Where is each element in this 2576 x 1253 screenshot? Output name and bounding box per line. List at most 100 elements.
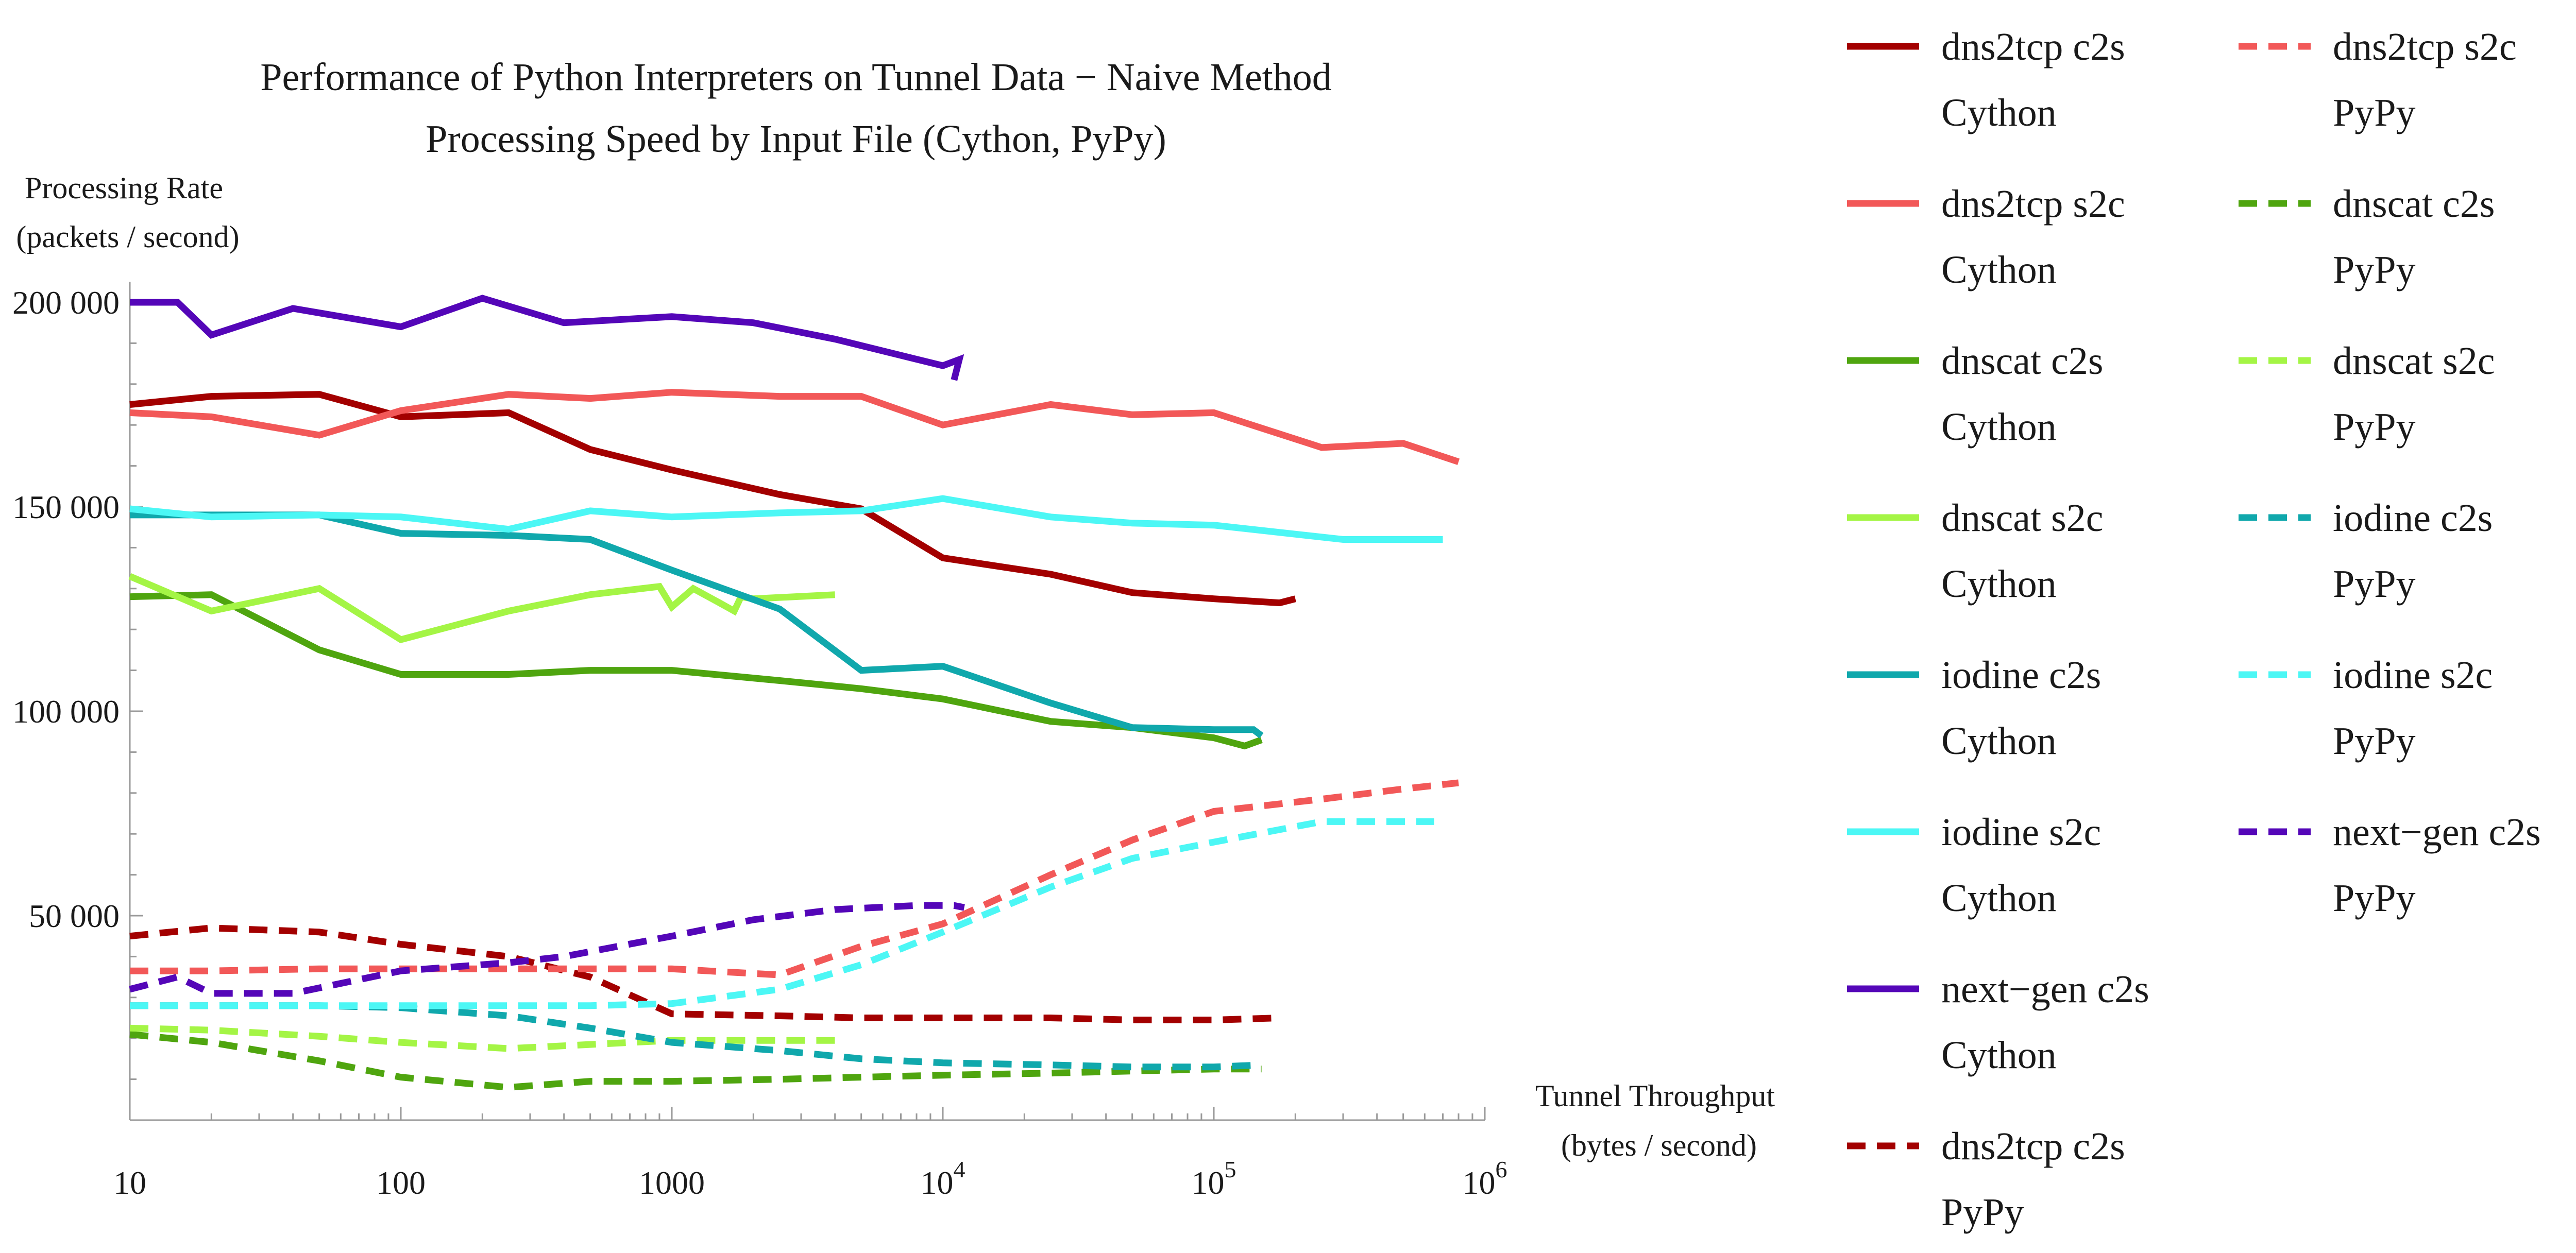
legend-label-line-2: Cython <box>1941 91 2057 134</box>
x-axis-label-line-2: (bytes / second) <box>1561 1128 1757 1162</box>
series-line-dns2tcp-c2s-cython <box>129 391 1296 607</box>
series-line-iodine-s2c-cython <box>129 495 1443 543</box>
legend-label-line-2: Cython <box>1941 719 2057 763</box>
x-tick-exponent: 6 <box>1496 1156 1507 1182</box>
legend-label: iodine c2s PyPy <box>2333 496 2493 606</box>
series-line-iodine-s2c-pypy <box>130 818 1434 1009</box>
x-tick-label: 100 <box>376 1164 426 1201</box>
legend-label-line-2: PyPy <box>2333 405 2416 449</box>
legend-item-iodine-c2s-cython: iodine c2s Cython <box>1847 654 2101 763</box>
legend-label: iodine s2c PyPy <box>2333 654 2493 763</box>
legend-label-line-2: Cython <box>1941 877 2057 920</box>
y-axis-label: Processing Rate (packets / second) <box>16 171 239 254</box>
legend-item-dns2tcp-c2s-cython: dns2tcp c2s Cython <box>1847 25 2125 134</box>
legend-label: dns2tcp c2s PyPy <box>1941 1125 2125 1234</box>
series-layer <box>128 295 1460 1091</box>
chart-subtitle: Processing Speed by Input File (Cython, … <box>426 117 1166 161</box>
legend-item-dnscat-s2c-pypy: dnscat s2c PyPy <box>2239 339 2495 449</box>
x-tick-base: 10 <box>1463 1164 1496 1201</box>
series-line-dns2tcp-s2c-cython <box>129 389 1460 465</box>
legend-label: iodine c2s Cython <box>1941 654 2101 763</box>
legend-label-line-2: PyPy <box>1941 1191 2024 1234</box>
x-tick-base: 10 <box>113 1164 146 1201</box>
legend-label-line-1: dnscat c2s <box>1941 339 2103 383</box>
legend-label: next−gen c2s Cython <box>1941 968 2149 1077</box>
legend-label-line-2: Cython <box>1941 1034 2057 1077</box>
x-tick-label: 1000 <box>639 1164 705 1201</box>
legend-label-line-1: iodine c2s <box>2333 496 2493 540</box>
x-axis-label-line-1: Tunnel Throughput <box>1535 1079 1775 1113</box>
legend-item-next-gen-c2s-cython: next−gen c2s Cython <box>1847 968 2149 1077</box>
legend-item-dns2tcp-c2s-pypy: dns2tcp c2s PyPy <box>1847 1125 2125 1234</box>
legend-label-line-2: PyPy <box>2333 91 2416 134</box>
x-tick-base: 10 <box>921 1164 954 1201</box>
legend-label-line-1: iodine s2c <box>1941 811 2101 854</box>
series-line-iodine-c2s-pypy <box>130 1002 1262 1071</box>
x-tick-exponent: 5 <box>1225 1156 1236 1182</box>
legend-label-line-2: PyPy <box>2333 719 2416 763</box>
legend-item-dnscat-s2c-cython: dnscat s2c Cython <box>1847 496 2103 606</box>
x-tick-exponent: 4 <box>954 1156 965 1182</box>
x-tick-label: 104 <box>921 1156 965 1201</box>
x-tick-base: 10 <box>1192 1164 1225 1201</box>
legend-label-line-2: Cython <box>1941 562 2057 606</box>
legend-label-line-1: dns2tcp c2s <box>1941 1125 2125 1168</box>
legend-label-line-2: PyPy <box>2333 562 2416 606</box>
legend-item-iodine-s2c-cython: iodine s2c Cython <box>1847 811 2101 920</box>
y-tick-label: 200 000 <box>12 284 120 321</box>
series-line-dns2tcp-c2s-pypy <box>129 924 1280 1023</box>
x-tick-label: 106 <box>1463 1156 1507 1201</box>
legend-label-line-2: Cython <box>1941 248 2057 291</box>
legend-label-line-1: next−gen c2s <box>2333 811 2541 854</box>
legend-label-line-2: PyPy <box>2333 877 2416 920</box>
legend-item-iodine-c2s-pypy: iodine c2s PyPy <box>2239 496 2493 606</box>
series-line-dnscat-s2c-cython <box>128 573 836 644</box>
y-axis-label-line-2: (packets / second) <box>16 220 239 254</box>
x-tick-base: 100 <box>376 1164 426 1201</box>
legend-item-next-gen-c2s-pypy: next−gen c2s PyPy <box>2239 811 2541 920</box>
legend-label: dns2tcp c2s Cython <box>1941 25 2125 134</box>
series-line-next-gen-c2s-pypy <box>129 902 965 997</box>
legend-label-line-1: dnscat s2c <box>1941 496 2103 540</box>
legend-label-line-1: dnscat s2c <box>2333 339 2495 383</box>
y-tick-label: 50 000 <box>29 898 120 934</box>
chart-title: Performance of Python Interpreters on Tu… <box>260 56 1332 99</box>
series-line-next-gen-c2s-cython <box>130 295 964 381</box>
legend-label: dnscat s2c Cython <box>1941 496 2103 606</box>
legend-label: dns2tcp s2c Cython <box>1941 182 2125 291</box>
legend-label-line-1: dnscat c2s <box>2333 182 2495 226</box>
legend-label: dnscat c2s PyPy <box>2333 182 2495 291</box>
legend-item-dns2tcp-s2c-cython: dns2tcp s2c Cython <box>1847 182 2125 291</box>
y-tick-label: 100 000 <box>12 693 120 730</box>
legend-label: next−gen c2s PyPy <box>2333 811 2541 920</box>
legend-item-dns2tcp-s2c-pypy: dns2tcp s2c PyPy <box>2239 25 2517 134</box>
legend-label-line-1: dns2tcp s2c <box>1941 182 2125 226</box>
legend-item-dnscat-c2s-pypy: dnscat c2s PyPy <box>2239 182 2495 291</box>
legend-label: dnscat c2s Cython <box>1941 339 2103 449</box>
legend-label: iodine s2c Cython <box>1941 811 2101 920</box>
legend-label-line-1: dns2tcp c2s <box>1941 25 2125 68</box>
x-tick-label: 10 <box>113 1164 146 1201</box>
legend-label-line-2: PyPy <box>2333 248 2416 291</box>
series-line-iodine-c2s-cython <box>130 511 1264 739</box>
x-tick-base: 1000 <box>639 1164 705 1201</box>
legend-label-line-2: Cython <box>1941 405 2057 449</box>
legend-label: dnscat s2c PyPy <box>2333 339 2495 449</box>
legend-label-line-1: dns2tcp s2c <box>2333 25 2517 68</box>
legend-item-iodine-s2c-pypy: iodine s2c PyPy <box>2239 654 2493 763</box>
legend-label-line-1: iodine s2c <box>2333 654 2493 697</box>
legend-label: dns2tcp s2c PyPy <box>2333 25 2517 134</box>
legend-item-dnscat-c2s-cython: dnscat c2s Cython <box>1847 339 2103 449</box>
x-axis-label: Tunnel Throughput (bytes / second) <box>1535 1079 1783 1162</box>
series-line-dnscat-c2s-pypy <box>129 1031 1262 1091</box>
series-line-dns2tcp-s2c-pypy <box>130 779 1459 979</box>
y-tick-label: 150 000 <box>12 489 120 525</box>
y-axis-label-line-1: Processing Rate <box>25 171 223 205</box>
series-line-dnscat-c2s-cython <box>129 591 1263 750</box>
legend-label-line-1: iodine c2s <box>1941 654 2101 697</box>
legend-label-line-1: next−gen c2s <box>1941 968 2149 1011</box>
x-tick-label: 105 <box>1192 1156 1236 1201</box>
